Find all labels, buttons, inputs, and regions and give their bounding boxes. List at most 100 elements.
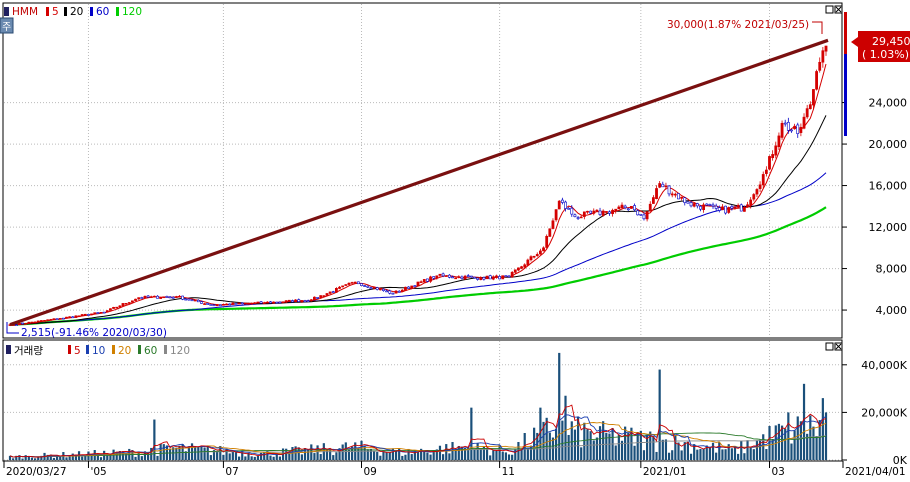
candle-up bbox=[90, 313, 93, 316]
volume-bar bbox=[602, 421, 605, 460]
candle-up bbox=[347, 282, 351, 285]
price-legend-marker bbox=[4, 7, 9, 16]
volume-bar bbox=[479, 449, 482, 460]
price-axis-tick-label: 24,000 bbox=[869, 97, 908, 110]
candle-up bbox=[300, 300, 304, 303]
volume-bar bbox=[514, 449, 517, 460]
volume-axis-tick-label: 20,000K bbox=[861, 406, 907, 419]
volume-bar bbox=[234, 452, 238, 460]
volume-bar bbox=[627, 432, 630, 460]
price-legend-swatch bbox=[46, 7, 49, 16]
candle-down bbox=[388, 290, 392, 294]
candle-down bbox=[639, 214, 643, 216]
candle-up bbox=[262, 302, 266, 305]
candle-up bbox=[33, 321, 37, 324]
volume-bar bbox=[12, 458, 15, 460]
volume-bar bbox=[8, 455, 12, 460]
volume-bar bbox=[74, 455, 78, 460]
volume-bar bbox=[689, 453, 693, 460]
volume-bar bbox=[382, 450, 385, 460]
candle-down bbox=[391, 292, 395, 295]
candle-up bbox=[755, 189, 759, 195]
candle-up bbox=[802, 116, 806, 129]
candle-up bbox=[658, 183, 662, 188]
date-axis-tick-label: 09 bbox=[364, 466, 377, 478]
candle-up bbox=[137, 297, 141, 300]
volume-bar bbox=[489, 455, 492, 460]
candle-up bbox=[127, 302, 131, 304]
candle-down bbox=[21, 322, 24, 325]
volume-bar bbox=[476, 442, 479, 460]
volume-bar bbox=[146, 452, 150, 460]
volume-bar bbox=[81, 456, 84, 460]
candle-down bbox=[303, 300, 307, 303]
candle-down bbox=[184, 298, 188, 301]
volume-legend-label: 120 bbox=[170, 345, 190, 357]
volume-bar bbox=[576, 416, 580, 460]
volume-bar bbox=[134, 456, 137, 460]
volume-legend-swatch bbox=[68, 345, 71, 354]
price-panel-maximize-button[interactable] bbox=[825, 5, 834, 14]
volume-bar bbox=[325, 450, 329, 460]
candle-up bbox=[727, 207, 731, 213]
candle-up bbox=[124, 303, 128, 305]
candle-up bbox=[325, 293, 329, 296]
candle-down bbox=[636, 210, 640, 216]
candle-up bbox=[746, 204, 749, 207]
volume-bar bbox=[313, 453, 316, 460]
volume-bar bbox=[27, 456, 30, 460]
volume-ma5-line bbox=[9, 404, 827, 458]
price-axis: 4,000 8,000 12,000 16,000 20,000 24,000 bbox=[842, 97, 908, 317]
candle-up bbox=[670, 193, 674, 196]
volume-bar bbox=[140, 456, 143, 460]
volume-bar bbox=[806, 433, 809, 460]
candle-down bbox=[507, 275, 511, 278]
candle-up bbox=[256, 301, 260, 304]
candle-down bbox=[796, 124, 800, 134]
candle-down bbox=[375, 287, 379, 290]
current-price-change: ( 1.03%) bbox=[862, 48, 909, 61]
candle-down bbox=[695, 203, 699, 207]
volume-bar bbox=[583, 422, 586, 460]
candle-up bbox=[80, 314, 84, 317]
candle-down bbox=[564, 201, 567, 209]
price-axis-tick-label: 16,000 bbox=[869, 180, 908, 193]
candle-down bbox=[369, 287, 373, 289]
volume-bar bbox=[65, 457, 68, 460]
candle-up bbox=[435, 275, 439, 279]
volume-legend-swatch bbox=[86, 345, 89, 354]
candle-up bbox=[761, 174, 765, 186]
candle-up bbox=[655, 188, 658, 199]
candle-down bbox=[623, 205, 627, 209]
volume-bar bbox=[617, 434, 620, 460]
volume-bar bbox=[244, 456, 247, 460]
volume-bar bbox=[589, 431, 592, 460]
candle-up bbox=[595, 209, 599, 212]
price-legend-swatch bbox=[90, 7, 93, 16]
volume-bar bbox=[573, 429, 577, 460]
price-legend-label: 5 bbox=[52, 6, 59, 18]
close-icon-stroke bbox=[835, 6, 842, 13]
candle-down bbox=[504, 275, 508, 277]
volume-bar bbox=[435, 449, 438, 460]
candle-down bbox=[567, 208, 571, 210]
volume-panel-maximize-button[interactable] bbox=[825, 342, 834, 351]
candle-up bbox=[429, 276, 432, 282]
candle-down bbox=[356, 281, 360, 285]
volume-bar bbox=[730, 448, 733, 460]
chart-menu-icon[interactable] bbox=[0, 17, 14, 34]
current-price-tag bbox=[858, 31, 910, 62]
candle-up bbox=[520, 266, 523, 269]
volume-bar bbox=[655, 451, 658, 460]
volume-bar bbox=[818, 420, 821, 460]
candle-up bbox=[491, 276, 495, 280]
candle-down bbox=[171, 297, 175, 299]
volume-bar bbox=[137, 451, 140, 460]
volume-bar bbox=[445, 444, 448, 460]
candle-down bbox=[331, 291, 335, 293]
vertical-grid bbox=[87, 4, 771, 336]
volume-bar bbox=[542, 421, 545, 460]
candle-up bbox=[557, 200, 561, 210]
candle-down bbox=[209, 304, 213, 306]
